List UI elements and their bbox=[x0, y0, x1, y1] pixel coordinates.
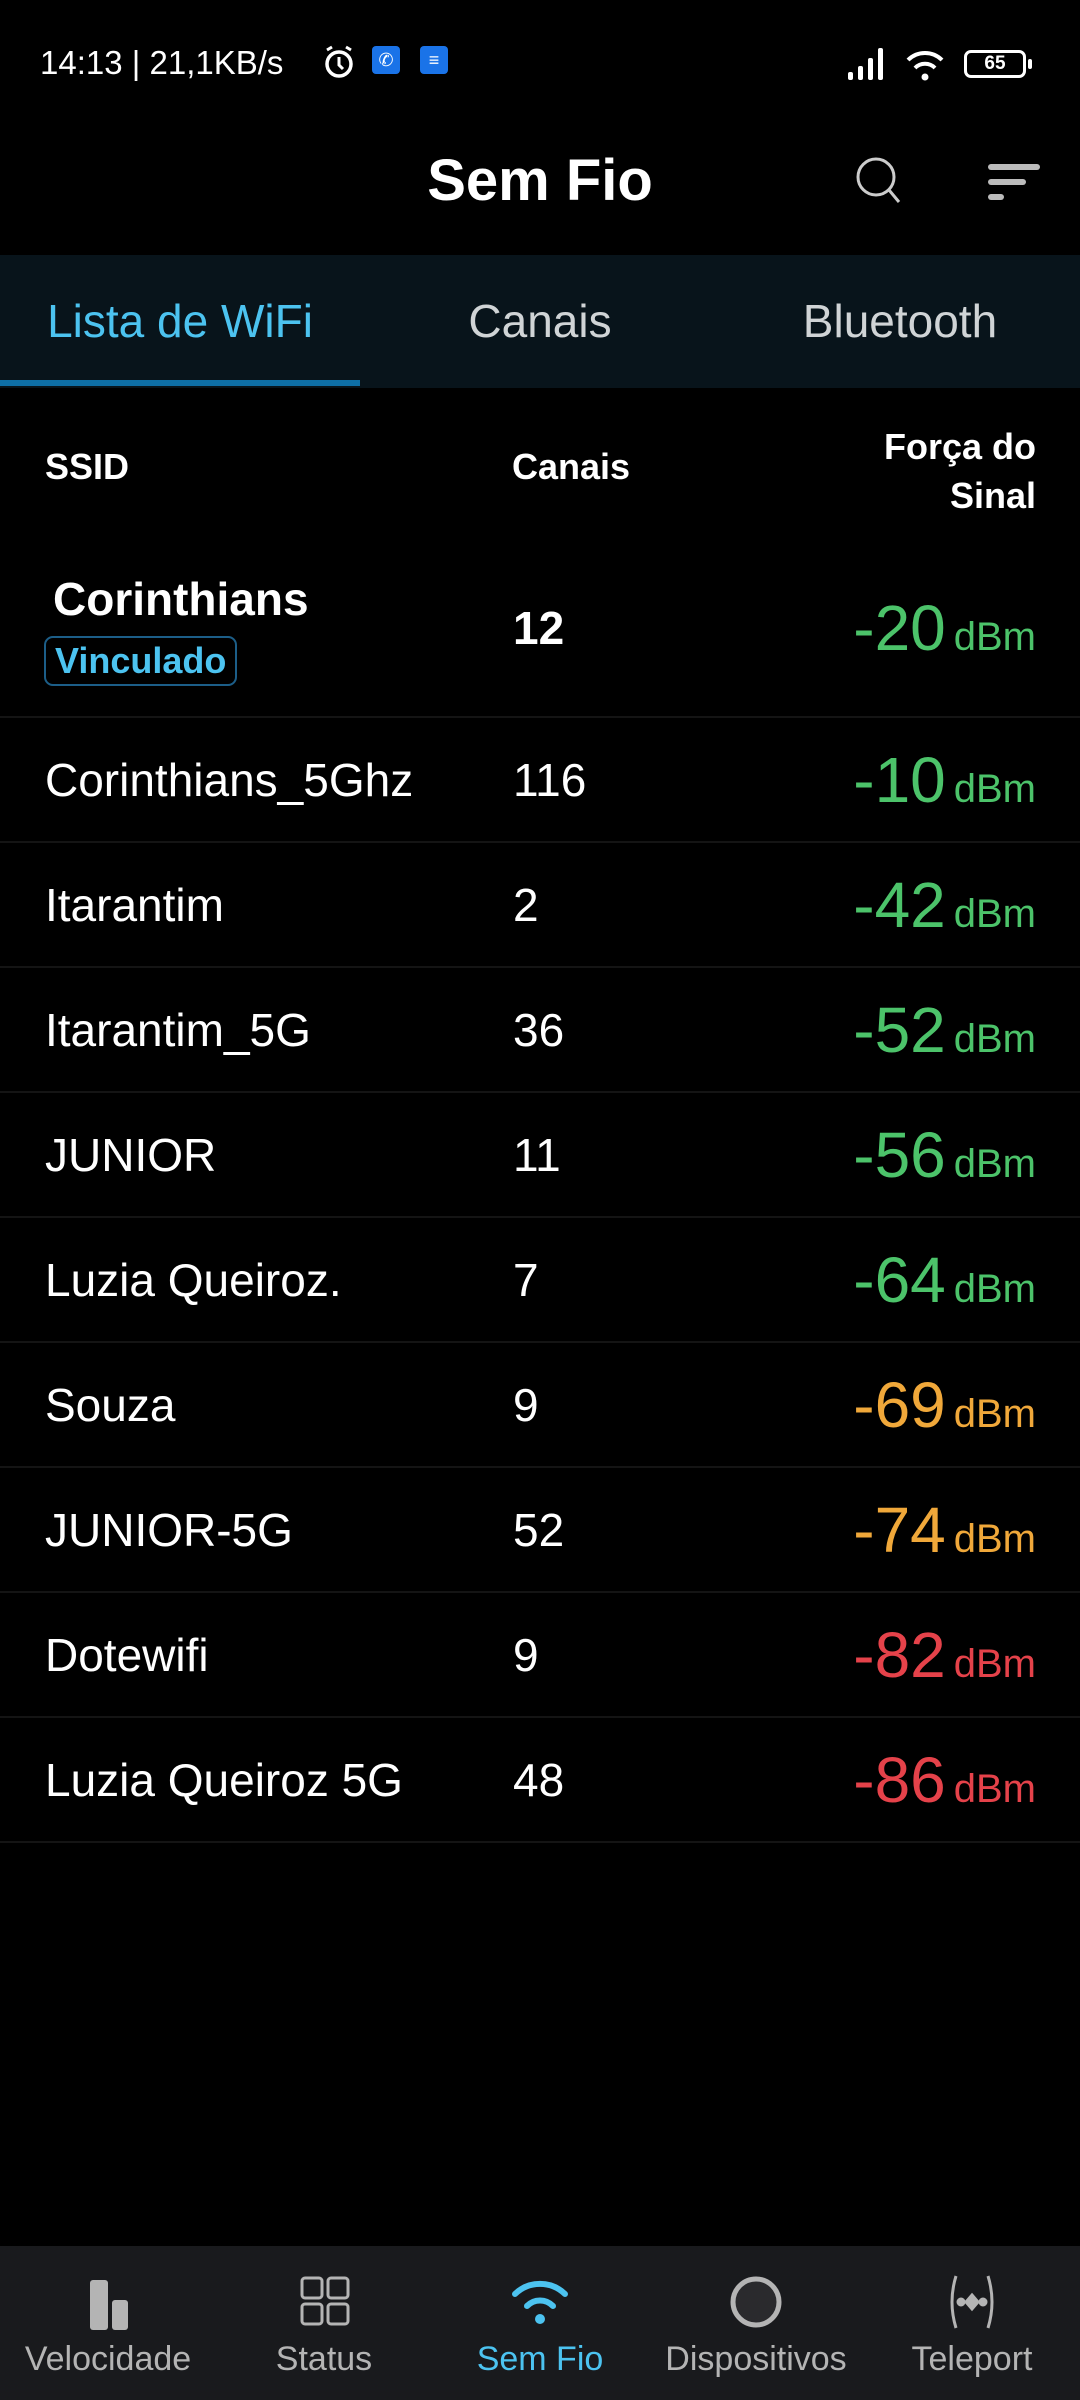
header-ssid: SSID bbox=[45, 446, 130, 487]
wifi-row[interactable]: Corinthians Vinculado 12 -20 dBm bbox=[0, 540, 1080, 718]
channel: 7 bbox=[513, 1253, 539, 1306]
channel: 36 bbox=[513, 1003, 565, 1056]
channel: 48 bbox=[513, 1753, 565, 1806]
signal-strength: -20 dBm bbox=[853, 591, 1036, 665]
signal-unit: dBm bbox=[953, 891, 1036, 936]
connected-badge: Vinculado bbox=[44, 636, 238, 686]
channel: 9 bbox=[513, 1378, 539, 1431]
signal-value: -82 bbox=[853, 1618, 946, 1691]
ssid: Luzia Queiroz 5G bbox=[45, 1753, 403, 1806]
nav-label: Status bbox=[275, 2340, 373, 2378]
messages-icon: ≡ bbox=[420, 46, 448, 74]
wifi-row[interactable]: Luzia Queiroz. 7 -64 dBm bbox=[0, 1218, 1080, 1343]
signal-icon bbox=[848, 48, 883, 80]
wifi-row[interactable]: Itarantim_5G 36 -52 dBm bbox=[0, 968, 1080, 1093]
filter-icon[interactable] bbox=[988, 162, 1040, 202]
signal-strength: -52 dBm bbox=[853, 993, 1036, 1067]
table-header: SSID Canais Força do Sinal bbox=[0, 400, 1080, 540]
signal-unit: dBm bbox=[953, 1391, 1036, 1436]
ssid: Dotewifi bbox=[45, 1628, 209, 1681]
signal-value: -20 bbox=[853, 592, 946, 664]
phone-icon: ✆ bbox=[372, 46, 400, 74]
signal-value: -64 bbox=[853, 1243, 946, 1316]
nav-wireless[interactable]: Sem Fio bbox=[432, 2246, 648, 2400]
signal-value: -56 bbox=[853, 1118, 946, 1191]
ssid: Corinthians_5Ghz bbox=[45, 753, 414, 806]
ssid: JUNIOR-5G bbox=[45, 1503, 293, 1556]
signal-strength: -86 dBm bbox=[853, 1743, 1036, 1817]
signal-strength: -56 dBm bbox=[853, 1118, 1036, 1192]
channel: 2 bbox=[513, 878, 539, 931]
speed-bars-icon bbox=[90, 2280, 128, 2330]
nav-label: Teleport bbox=[911, 2340, 1033, 2378]
bottom-nav: Velocidade Status Sem Fio Dispositivos T… bbox=[0, 2246, 1080, 2400]
wifi-row[interactable]: Itarantim 2 -42 dBm bbox=[0, 843, 1080, 968]
signal-value: -69 bbox=[853, 1368, 946, 1441]
signal-strength: -42 dBm bbox=[853, 868, 1036, 942]
signal-value: -52 bbox=[853, 993, 946, 1066]
nav-label: Velocidade bbox=[24, 2340, 192, 2378]
wifi-row[interactable]: JUNIOR-5G 52 -74 dBm bbox=[0, 1468, 1080, 1593]
ssid: Souza bbox=[45, 1378, 176, 1431]
tab-bar: Lista de WiFi Canais Bluetooth bbox=[0, 255, 1080, 388]
search-icon[interactable] bbox=[855, 156, 903, 204]
teleport-icon bbox=[950, 2275, 994, 2329]
header-signal: Força do Sinal bbox=[883, 426, 1036, 516]
signal-unit: dBm bbox=[953, 766, 1036, 811]
signal-value: -74 bbox=[853, 1493, 946, 1566]
signal-unit: dBm bbox=[953, 1016, 1036, 1061]
nav-speed[interactable]: Velocidade bbox=[0, 2246, 216, 2400]
ssid: Luzia Queiroz. bbox=[45, 1253, 342, 1306]
nav-status[interactable]: Status bbox=[216, 2246, 432, 2400]
status-bar: 14:13 | 21,1KB/s ✆ ≡ 65 bbox=[0, 0, 1080, 120]
wifi-row[interactable]: Corinthians_5Ghz 116 -10 dBm bbox=[0, 718, 1080, 843]
alarm-icon bbox=[325, 45, 353, 78]
channel: 11 bbox=[513, 1128, 561, 1181]
channel: 9 bbox=[513, 1628, 539, 1681]
wifi-icon bbox=[512, 2280, 568, 2324]
channel: 12 bbox=[513, 602, 565, 654]
channel: 52 bbox=[513, 1503, 565, 1556]
tab-bluetooth[interactable]: Bluetooth bbox=[802, 295, 998, 347]
channel: 116 bbox=[513, 753, 587, 806]
signal-strength: -10 dBm bbox=[853, 743, 1036, 817]
ssid: Itarantim_5G bbox=[45, 1003, 311, 1056]
page-title: Sem Fio bbox=[427, 148, 653, 213]
signal-unit: dBm bbox=[953, 1641, 1036, 1686]
signal-strength: -69 dBm bbox=[853, 1368, 1036, 1442]
nav-devices[interactable]: Dispositivos bbox=[648, 2246, 864, 2400]
status-time-speed: 14:13 | 21,1KB/s bbox=[40, 44, 284, 81]
wifi-status-icon bbox=[906, 50, 944, 81]
nav-label: Dispositivos bbox=[665, 2340, 847, 2378]
signal-unit: dBm bbox=[953, 615, 1036, 659]
devices-circle-icon bbox=[730, 2276, 782, 2328]
signal-value: -10 bbox=[853, 743, 946, 816]
battery-icon: 65 bbox=[964, 50, 1032, 78]
signal-strength: -74 dBm bbox=[853, 1493, 1036, 1567]
wifi-row[interactable]: Luzia Queiroz 5G 48 -86 dBm bbox=[0, 1718, 1080, 1843]
ssid: Corinthians bbox=[53, 573, 309, 625]
signal-unit: dBm bbox=[953, 1266, 1036, 1311]
header-channels: Canais bbox=[512, 446, 631, 487]
grid-icon bbox=[300, 2276, 350, 2326]
ssid: Itarantim bbox=[45, 878, 224, 931]
signal-unit: dBm bbox=[953, 1766, 1036, 1811]
wifi-row[interactable]: Souza 9 -69 dBm bbox=[0, 1343, 1080, 1468]
signal-unit: dBm bbox=[953, 1141, 1036, 1186]
ssid: JUNIOR bbox=[45, 1128, 217, 1181]
tab-channels[interactable]: Canais bbox=[468, 295, 612, 347]
signal-strength: -82 dBm bbox=[853, 1618, 1036, 1692]
app-bar: Sem Fio bbox=[0, 120, 1080, 255]
signal-strength: -64 dBm bbox=[853, 1243, 1036, 1317]
signal-unit: dBm bbox=[953, 1516, 1036, 1561]
wifi-row[interactable]: JUNIOR 11 -56 dBm bbox=[0, 1093, 1080, 1218]
signal-value: -86 bbox=[853, 1743, 946, 1816]
nav-label: Sem Fio bbox=[476, 2340, 604, 2378]
nav-teleport[interactable]: Teleport bbox=[864, 2246, 1080, 2400]
wifi-row[interactable]: Dotewifi 9 -82 dBm bbox=[0, 1593, 1080, 1718]
tab-wifi-list[interactable]: Lista de WiFi bbox=[0, 255, 360, 388]
signal-value: -42 bbox=[853, 868, 946, 941]
